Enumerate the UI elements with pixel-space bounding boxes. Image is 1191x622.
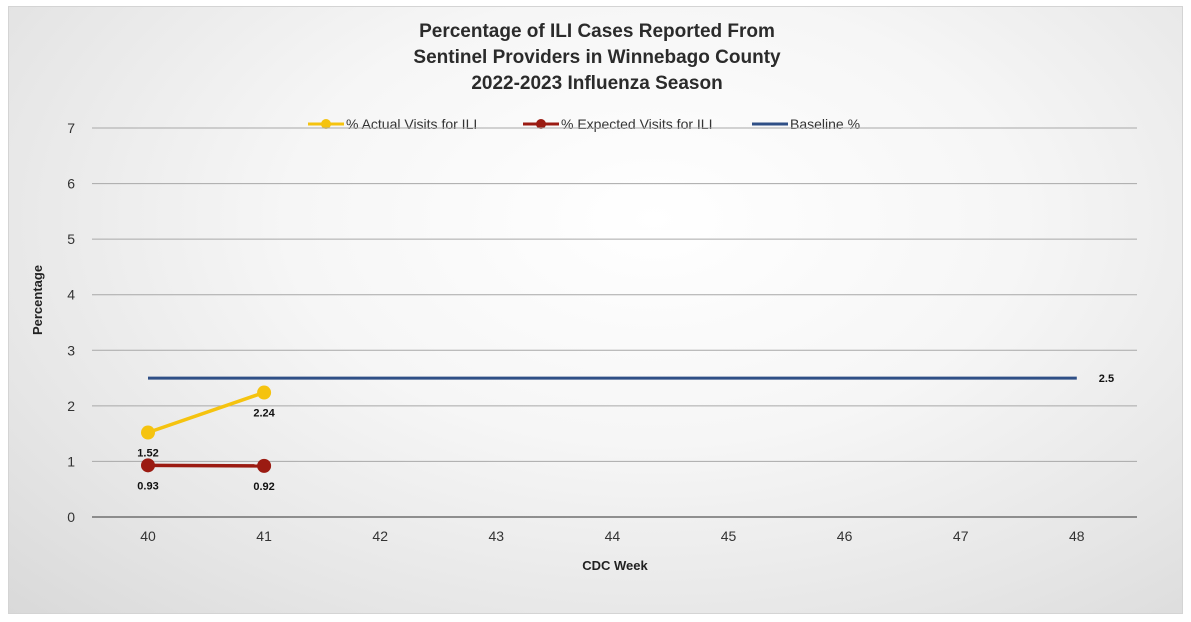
y-axis: 0 1 2 3 4 5 6 7 [67, 120, 75, 525]
x-tick-label: 44 [605, 528, 621, 544]
y-tick-label: 4 [67, 287, 75, 303]
series-line-0 [147, 390, 265, 435]
data-point [141, 458, 155, 473]
legend-entry: % Expected Visits for ILI [561, 116, 712, 132]
chart-frame [8, 6, 1183, 614]
x-tick-label: 45 [721, 528, 737, 544]
y-tick-label: 3 [67, 342, 75, 358]
gridlines [92, 127, 1137, 462]
legend-entry: % Actual Visits for ILI [346, 116, 477, 132]
x-tick-label: 46 [837, 528, 853, 544]
series-line-1 [147, 463, 265, 468]
data-label: 1.52 [137, 448, 158, 460]
legend: % Actual Visits for ILI % Expected Visits… [308, 116, 860, 132]
chart-title: Percentage of ILI Cases Reported From Se… [413, 21, 781, 94]
data-point [257, 458, 272, 473]
x-tick-label: 42 [372, 528, 388, 544]
legend-marker [321, 119, 331, 129]
data-label: 0.92 [253, 481, 274, 493]
title-line-1: Percentage of ILI Cases Reported From [419, 21, 775, 42]
title-line-2: Sentinel Providers in Winnebago County [413, 47, 781, 68]
y-tick-label: 7 [67, 120, 75, 136]
y-tick-label: 2 [67, 398, 75, 414]
title-line-3: 2022-2023 Influenza Season [471, 73, 722, 94]
legend-entry: Baseline % [790, 116, 860, 132]
legend-marker [536, 119, 546, 129]
x-axis-title: CDC Week [582, 558, 648, 573]
y-tick-label: 5 [67, 231, 75, 247]
data-labels: 2.5 1.52 2.24 0.93 0.92 [137, 373, 1114, 493]
data-label: 2.24 [253, 408, 275, 420]
x-axis: 40 41 42 43 44 45 46 47 48 [92, 516, 1137, 544]
x-tick-label: 41 [256, 528, 272, 544]
x-tick-label: 43 [489, 528, 505, 544]
y-tick-label: 6 [67, 176, 75, 192]
data-label: 2.5 [1099, 373, 1114, 385]
plot-series [141, 376, 1077, 473]
x-tick-label: 40 [140, 528, 156, 544]
y-tick-label: 0 [67, 509, 75, 525]
data-point [141, 425, 155, 440]
y-tick-label: 1 [67, 453, 75, 469]
y-axis-title: Percentage [30, 265, 45, 335]
data-label: 0.93 [137, 480, 158, 492]
data-point [257, 385, 272, 400]
x-tick-label: 48 [1069, 528, 1085, 544]
x-tick-label: 47 [953, 528, 969, 544]
